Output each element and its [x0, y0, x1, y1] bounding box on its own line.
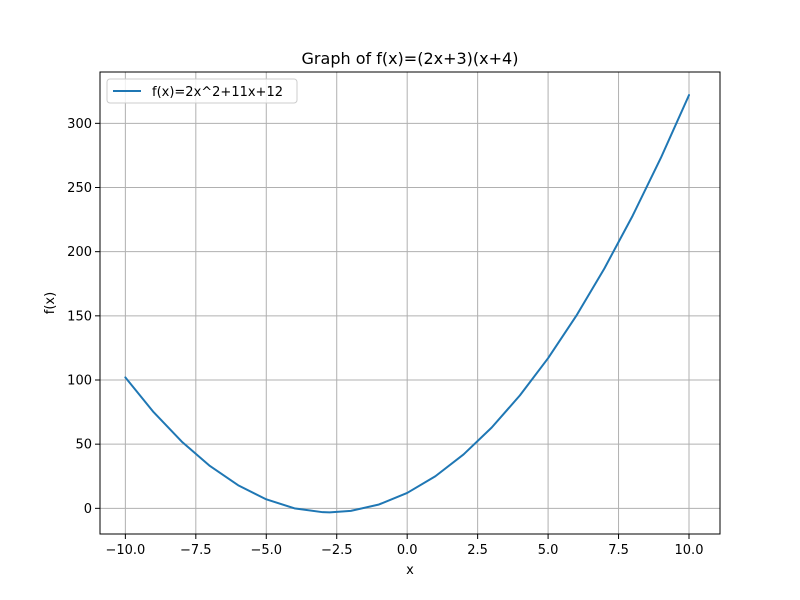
x-tick-label: −2.5	[321, 543, 353, 558]
y-tick-label: 250	[67, 181, 92, 196]
legend: f(x)=2x^2+11x+12	[106, 78, 298, 104]
y-tick-label: 300	[67, 117, 92, 132]
legend-label: f(x)=2x^2+11x+12	[152, 85, 283, 100]
x-tick-label: 2.5	[467, 543, 488, 558]
x-tick-label: 5.0	[538, 543, 559, 558]
y-tick-label: 0	[84, 502, 92, 517]
chart-title: Graph of f(x)=(2x+3)(x+4)	[302, 49, 519, 68]
tick-layer: −10.0 −7.5 −5.0 −2.5 0.0 2.5 5.0 7.5 10.0 0 50 100 1…	[67, 117, 703, 558]
y-tick-label: 200	[67, 245, 92, 260]
x-tick-label: 7.5	[608, 543, 629, 558]
x-tick-label: −5.0	[250, 543, 282, 558]
grid-lines	[100, 72, 720, 534]
legend-box	[106, 78, 298, 104]
x-tick-label: 10.0	[675, 543, 704, 558]
x-tick-label: 0.0	[397, 543, 418, 558]
series-layer	[124, 94, 690, 514]
y-tick-label: 50	[75, 438, 92, 453]
x-tick-label: −10.0	[105, 543, 145, 558]
plot-frame	[99, 71, 721, 535]
y-tick-label: 150	[67, 309, 92, 324]
y-tick-label: 100	[67, 374, 92, 389]
x-axis-title: x	[406, 563, 414, 578]
series-line	[124, 94, 690, 514]
y-axis-title: f(x)	[43, 292, 58, 314]
x-tick-label: −7.5	[180, 543, 212, 558]
